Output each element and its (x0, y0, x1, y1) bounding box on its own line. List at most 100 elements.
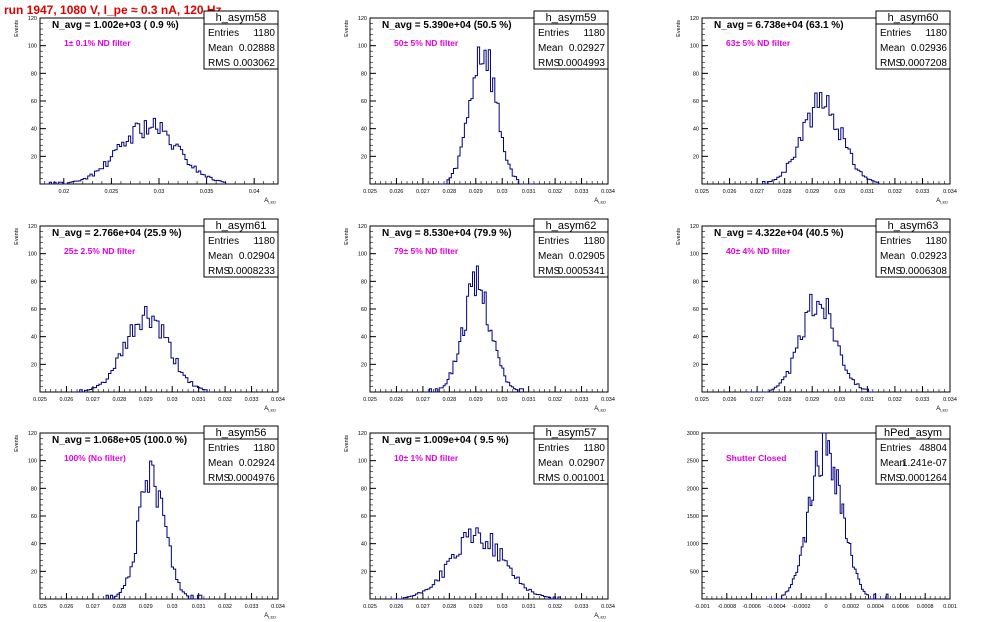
stats-label-rms: RMS (880, 58, 903, 69)
y-tick-label: 60 (361, 307, 367, 313)
stats-label-mean: Mean (538, 251, 563, 262)
x-tick-label: 0.031 (192, 604, 206, 610)
x-tick-label: 0.033 (916, 189, 930, 195)
x-tick-label: -0.0002 (792, 604, 811, 610)
x-tick-label: 0.032 (888, 189, 902, 195)
x-tick-label: 0.033 (916, 397, 930, 403)
histogram-title: N_avg = 5.390e+04 (50.5 %) (382, 20, 512, 31)
histogram-title: N_avg = 1.009e+04 ( 9.5 %) (382, 435, 509, 446)
stats-value-entries: 1180 (253, 28, 275, 39)
x-tick-label: 0.027 (86, 604, 100, 610)
y-tick-label: 120 (358, 224, 367, 230)
stats-label-rms: RMS (208, 266, 231, 277)
x-tick-label: -0.001 (694, 604, 710, 610)
y-tick-label: 60 (693, 99, 699, 105)
x-tick-label: 0.031 (522, 189, 536, 195)
x-tick-label: 0.028 (112, 604, 126, 610)
y-tick-label: 120 (690, 224, 699, 230)
filter-label: 63± 5% ND filter (726, 38, 791, 48)
y-tick-label: 60 (31, 99, 37, 105)
histogram-line (436, 46, 534, 185)
stats-value-mean: 0.02927 (569, 43, 606, 54)
x-tick-label: 0.031 (522, 604, 536, 610)
filter-label: 40± 4% ND filter (726, 246, 791, 256)
filter-label: 10± 1% ND filter (394, 453, 459, 463)
x-tick-label: 0.028 (442, 189, 456, 195)
y-tick-label: 20 (361, 362, 367, 368)
x-tick-label: 0.04 (249, 189, 260, 195)
x-tick-label: 0.026 (390, 604, 404, 610)
x-tick-label: 0.03 (834, 397, 845, 403)
stats-box (533, 218, 609, 278)
histogram-panel-h_asym56: 20 40 60 80 100 120 0.025 0.026 0.027 0.028 0.029 0… (14, 425, 285, 620)
page-title: run 1947, 1080 V, I_pe ≈ 0.3 nA, 120 Hz (4, 3, 222, 17)
x-tick-label: 0.029 (139, 604, 153, 610)
x-tick-label: 0.027 (86, 397, 100, 403)
stats-label-entries: Entries (880, 28, 911, 39)
stats-label-entries: Entries (880, 443, 911, 454)
x-tick-label: 0.025 (363, 604, 377, 610)
y-tick-label: 40 (693, 127, 699, 133)
filter-label: 79± 5% ND filter (394, 246, 459, 256)
stats-box (875, 218, 951, 278)
stats-value-rms: 0.0005341 (558, 266, 606, 277)
histogram-line (746, 293, 876, 393)
y-tick-label: 40 (361, 127, 367, 133)
x-tick-label: 0.033 (575, 189, 589, 195)
y-tick-label: 40 (361, 335, 367, 341)
filter-label: Shutter Closed (726, 453, 786, 463)
stats-label-rms: RMS (538, 473, 561, 484)
x-tick-label: 0.026 (60, 397, 74, 403)
x-tick-label: 0.034 (601, 604, 615, 610)
y-tick-label: 100 (28, 252, 37, 258)
y-axis-label: Events (14, 228, 20, 245)
y-tick-label: 60 (361, 99, 367, 105)
x-tick-label: 0.0006 (892, 604, 909, 610)
x-tick-label: 0.025 (105, 189, 119, 195)
x-tick-label: 0.029 (805, 189, 819, 195)
filter-label: 25± 2.5% ND filter (64, 246, 136, 256)
stats-box (875, 425, 951, 485)
x-tick-label: 0.029 (139, 397, 153, 403)
x-tick-label: 0.025 (363, 189, 377, 195)
x-tick-label: 0.026 (723, 397, 737, 403)
stats-value-entries: 1180 (583, 236, 605, 247)
y-tick-label: 100 (358, 459, 367, 465)
histogram-panel-h_asym60: 20 40 60 80 100 120 0.025 0.026 0.027 0.028 0.029 0… (676, 10, 957, 205)
histogram-panel-h_asym63: 20 40 60 80 100 120 0.025 0.026 0.027 0.028 0.029 0… (676, 218, 957, 413)
histogram-title: N_avg = 1.002e+03 ( 0.9 %) (52, 20, 179, 31)
stats-label-mean: Mean (880, 43, 905, 54)
histogram-line (44, 117, 227, 185)
stats-label-mean: Mean (208, 43, 233, 54)
stats-label-mean: Mean (538, 458, 563, 469)
histogram-title: N_avg = 2.766e+04 (25.9 %) (52, 228, 182, 239)
y-tick-label: 20 (361, 569, 367, 575)
stats-label-entries: Entries (880, 236, 911, 247)
x-axis-label: ALED (264, 198, 276, 205)
x-tick-label: 0.027 (416, 189, 430, 195)
x-tick-label: 0.032 (888, 397, 902, 403)
stats-name: h_asym60 (888, 12, 939, 24)
x-tick-label: 0.034 (601, 397, 615, 403)
x-tick-label: 0.035 (200, 189, 214, 195)
filter-label: 1± 0.1% ND filter (64, 38, 131, 48)
stats-label-rms: RMS (880, 266, 903, 277)
histogram-title: N_avg = 1.068e+05 (100.0 %) (52, 435, 187, 446)
stats-value-mean: 0.02907 (569, 458, 606, 469)
histogram-line (105, 460, 204, 600)
y-tick-label: 1500 (687, 514, 699, 520)
y-tick-label: 40 (31, 335, 37, 341)
stats-box (875, 10, 951, 70)
x-tick-label: 0.031 (860, 397, 874, 403)
y-tick-label: 20 (31, 154, 37, 160)
y-tick-label: 40 (361, 542, 367, 548)
y-axis-label: Events (676, 20, 682, 37)
y-tick-label: 120 (28, 16, 37, 22)
y-tick-label: 100 (690, 44, 699, 50)
stats-box (203, 10, 279, 70)
x-tick-label: 0.001 (943, 604, 957, 610)
histogram-line (762, 92, 882, 185)
stats-label-entries: Entries (538, 443, 569, 454)
